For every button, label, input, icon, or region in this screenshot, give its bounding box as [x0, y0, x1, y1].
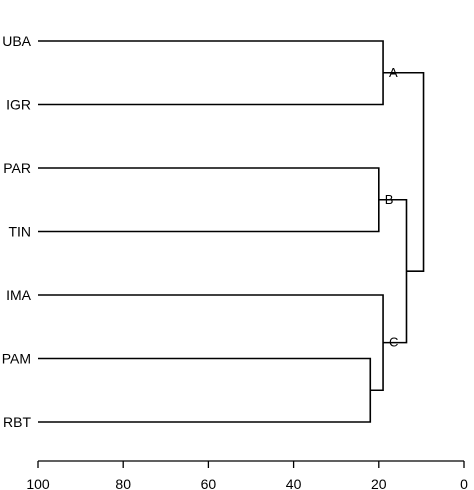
leaf-label-ima: IMA: [6, 287, 32, 303]
x-tick-label-60: 60: [201, 476, 217, 490]
x-axis: 100 80 60 40 20 0: [26, 460, 468, 490]
branch-pr: [38, 357, 372, 423]
leaf-label-igr: IGR: [6, 97, 31, 113]
cluster-labels: A B C: [385, 65, 399, 350]
leaf-label-tin: TIN: [8, 224, 31, 240]
x-tick-label-100: 100: [26, 476, 50, 490]
branch-root: [383, 71, 425, 272]
leaf-label-pam: PAM: [2, 351, 31, 367]
branch-a: [38, 40, 384, 106]
leaf-label-rbt: RBT: [3, 414, 31, 430]
leaf-labels: UBA IGR PAR TIN IMA PAM RBT: [2, 33, 32, 430]
x-tick-label-40: 40: [286, 476, 302, 490]
cluster-label-c: C: [389, 335, 398, 350]
cluster-label-b: B: [385, 192, 394, 207]
x-tick-label-80: 80: [115, 476, 131, 490]
leaf-label-par: PAR: [3, 160, 31, 176]
leaf-label-uba: UBA: [2, 33, 31, 49]
x-tick-label-0: 0: [460, 476, 468, 490]
cluster-label-a: A: [389, 65, 398, 80]
x-tick-label-20: 20: [371, 476, 387, 490]
branch-c: [38, 294, 384, 392]
branch-b: [38, 167, 380, 233]
dendrogram-branches: [38, 40, 425, 423]
